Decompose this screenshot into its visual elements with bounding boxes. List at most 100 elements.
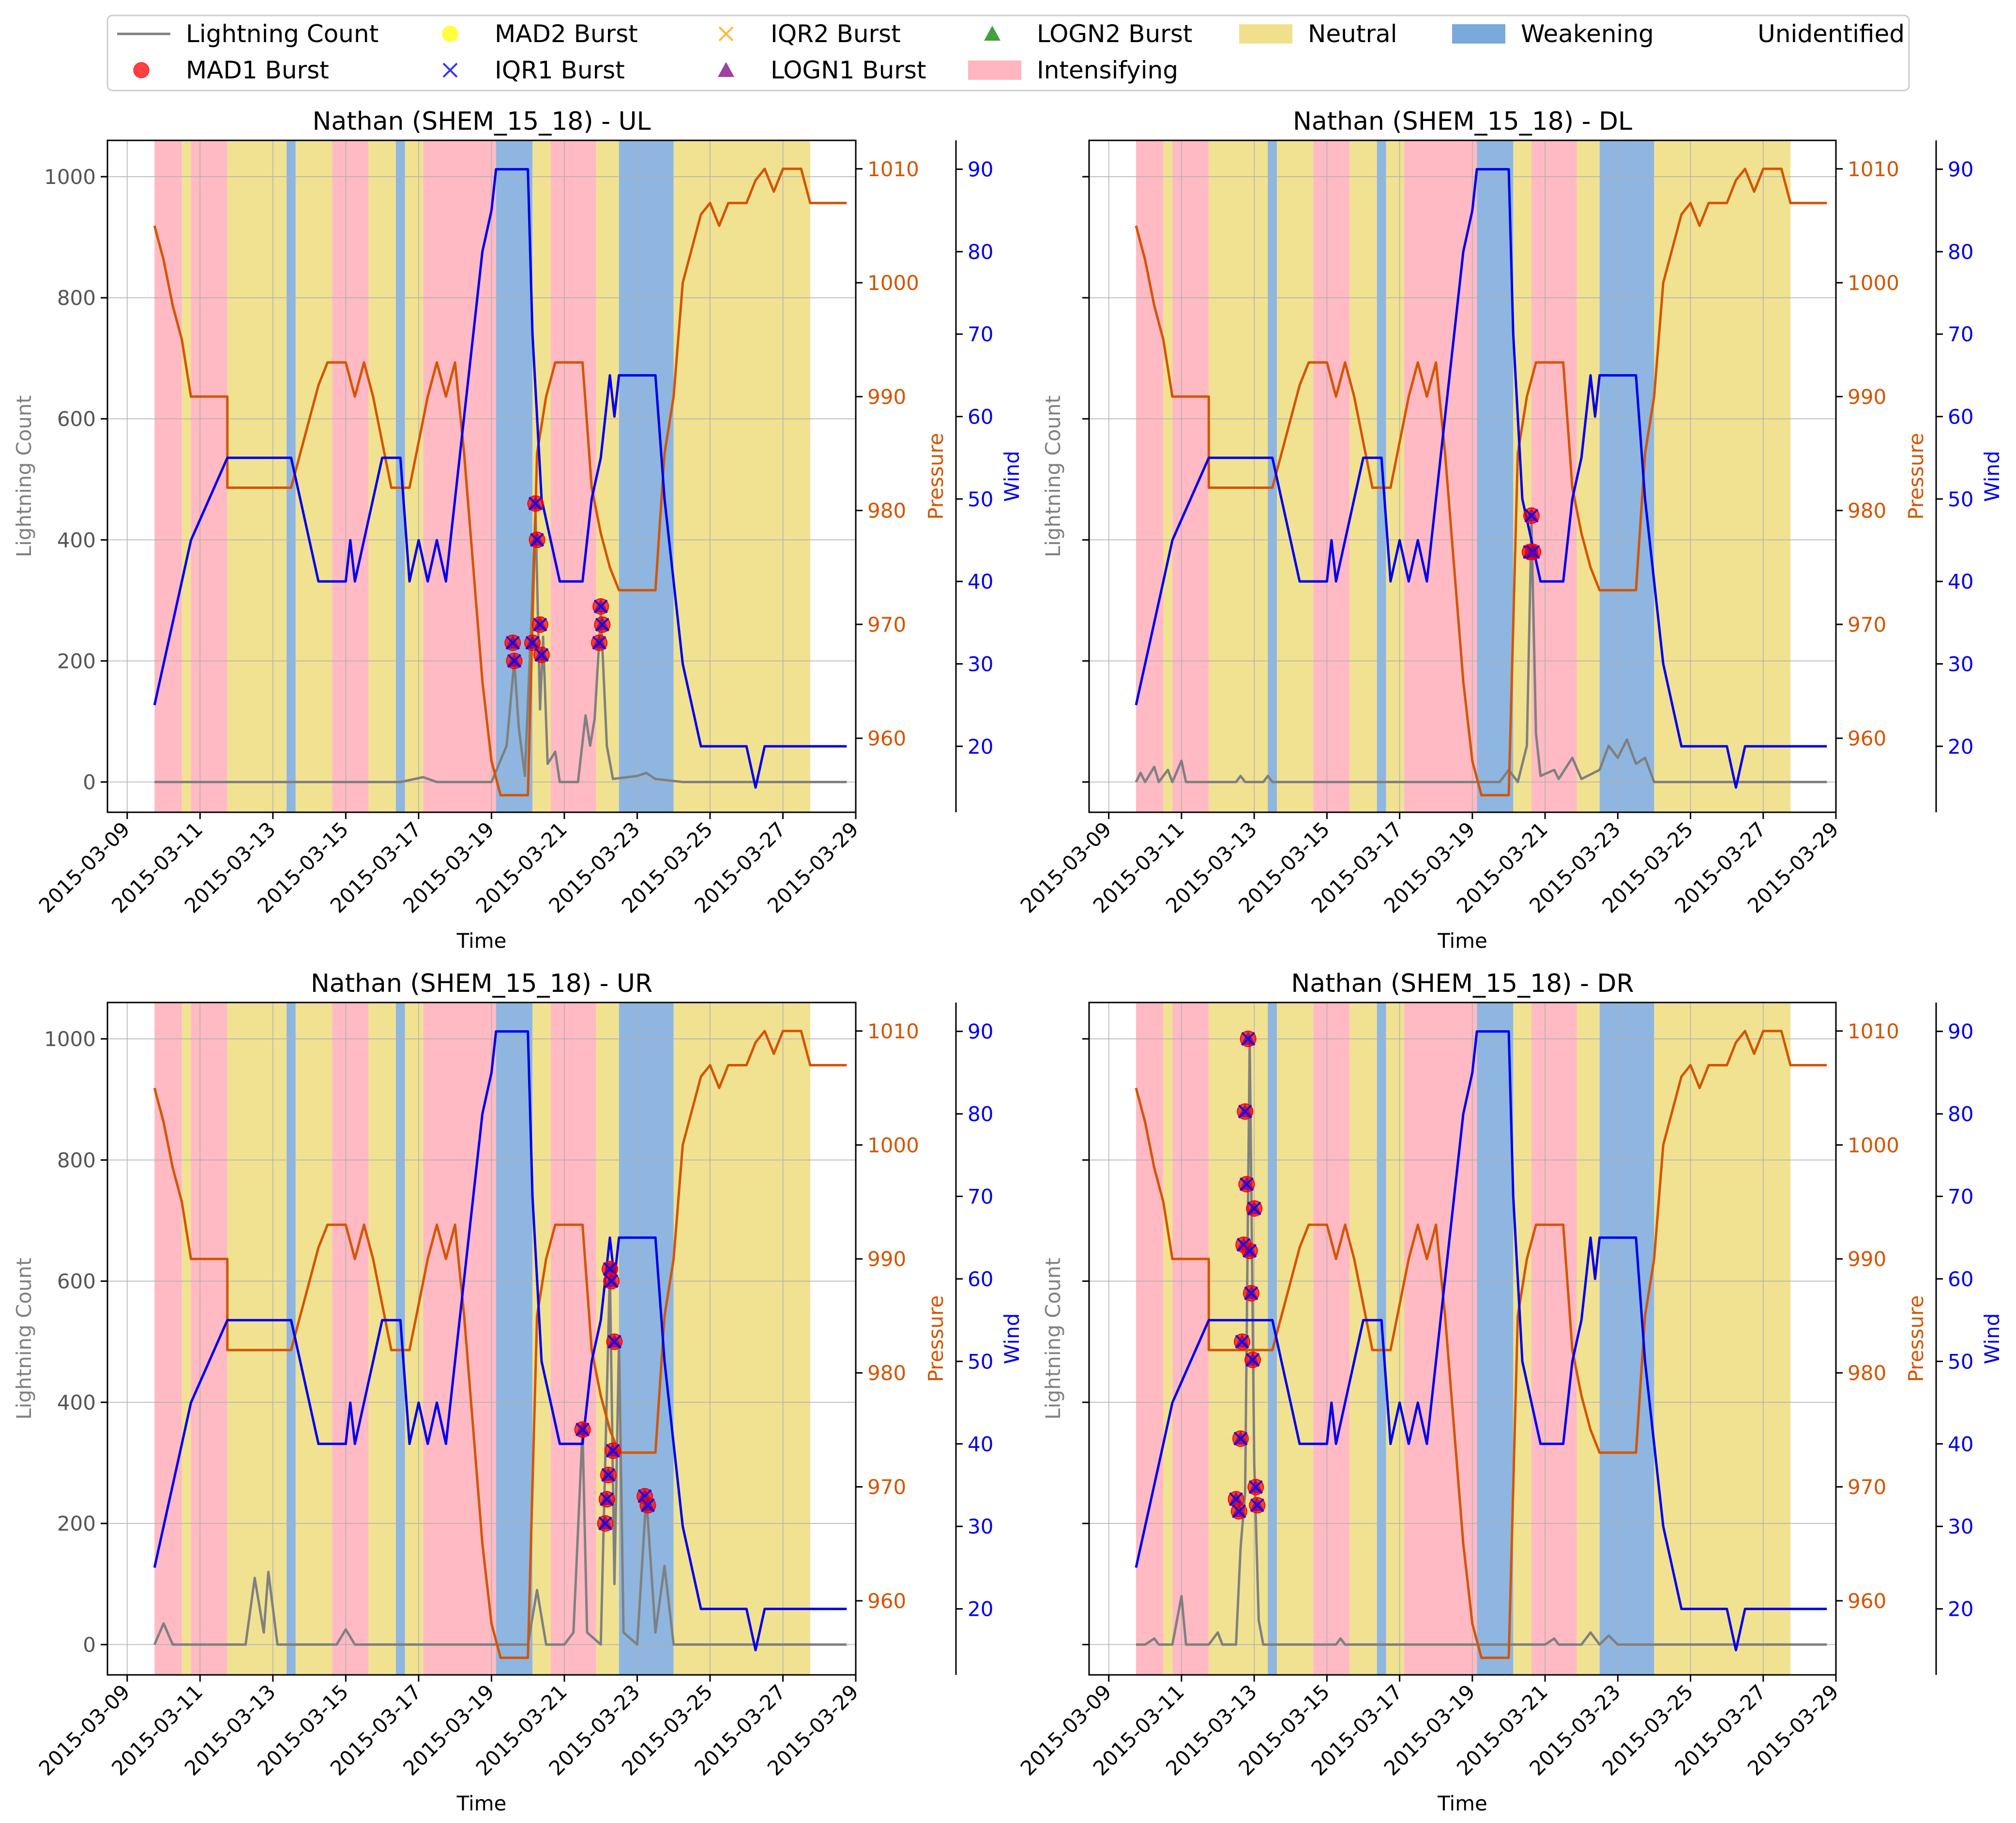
- phase-span-intensifying: [1531, 1003, 1577, 1675]
- panel-title: Nathan (SHEM_15_18) - UL: [312, 107, 651, 136]
- wind-axis-label: Wind: [1000, 1313, 1024, 1365]
- phase-span-neutral: [368, 140, 396, 812]
- lightning-axis-label: Lightning Count: [12, 395, 36, 557]
- panel: Nathan (SHEM_15_18) - UR 0 200 400 600 800 100…: [12, 969, 1024, 1815]
- lightning-tick-label: 200: [57, 649, 96, 673]
- wind-tick-label: 20: [968, 735, 993, 759]
- pressure-tick-label: 1010: [867, 157, 919, 181]
- wind-line: [1135, 1030, 1827, 1652]
- iqr1-burst-marker: [1233, 1431, 1248, 1446]
- phase-span-neutral: [673, 1003, 810, 1675]
- burst-markers: [574, 1261, 656, 1532]
- legend: Lightning Count MAD1 Burst MAD2 Burst IQR1 …: [106, 15, 1910, 91]
- wind-tick-label: 70: [968, 322, 993, 346]
- pressure-tick-label: 990: [1848, 1247, 1886, 1271]
- lightning-tick-label: 0: [83, 1633, 96, 1656]
- phase-span-neutral: [1163, 1003, 1173, 1675]
- wind-tick-label: 70: [968, 1185, 993, 1209]
- x-axis-label: Time: [1437, 929, 1487, 953]
- pressure-tick-label: 970: [1848, 613, 1886, 637]
- phase-span-weakening: [496, 1003, 533, 1675]
- legend-label: MAD2 Burst: [495, 20, 638, 48]
- pressure-axis-label: Pressure: [924, 433, 948, 519]
- phase-span-neutral: [673, 140, 810, 812]
- pressure-tick-label: 990: [1848, 385, 1886, 409]
- phase-span-neutral: [227, 1003, 287, 1675]
- lightning-tick-label: 600: [57, 407, 96, 431]
- legend-label: Lightning Count: [186, 20, 379, 48]
- phase-spans: [154, 140, 810, 812]
- phase-spans: [1136, 1003, 1791, 1675]
- pressure-tick-label: 1010: [867, 1019, 919, 1043]
- legend-label: LOGN2 Burst: [1037, 20, 1192, 48]
- pressure-axis-label: Pressure: [1904, 1295, 1928, 1382]
- phase-span-neutral: [596, 140, 619, 812]
- legend-label: Neutral: [1308, 20, 1397, 48]
- wind-tick-label: 90: [968, 158, 993, 182]
- wind-tick-label: 60: [968, 405, 993, 429]
- wind-tick-label: 30: [968, 1515, 993, 1538]
- panel: Nathan (SHEM_15_18) - DR Lightning Count 9…: [1016, 969, 2004, 1815]
- wind-tick-label: 80: [1948, 240, 1973, 264]
- phase-span-weakening: [287, 1003, 296, 1675]
- pressure-axis-label: Pressure: [1904, 433, 1928, 519]
- phase-span-weakening: [1377, 1003, 1386, 1675]
- phase-span-neutral: [1209, 140, 1268, 812]
- wind-tick-label: 20: [1948, 735, 1973, 759]
- phase-spans: [1136, 140, 1791, 812]
- pressure-tick-label: 1000: [867, 1133, 919, 1157]
- iqr1-burst-marker: [603, 1262, 617, 1276]
- lightning-count-line: [1135, 520, 1827, 783]
- wind-tick-label: 40: [968, 570, 993, 593]
- pressure-line: [1135, 1030, 1827, 1659]
- phase-span-neutral: [368, 1003, 396, 1675]
- pressure-tick-label: 960: [1848, 727, 1886, 750]
- lightning-count-line: [154, 508, 847, 783]
- lightning-count-line: [153, 1268, 847, 1646]
- legend-entry: Unidentified: [1758, 20, 1905, 48]
- phase-span-neutral: [1654, 1003, 1791, 1675]
- burst-markers: [1228, 1031, 1266, 1520]
- legend-patch-swatch: [968, 61, 1021, 80]
- burst-markers: [504, 495, 611, 669]
- pressure-tick-label: 970: [867, 1475, 906, 1499]
- panel: Nathan (SHEM_15_18) - UL 0 200 400 600 800 100…: [12, 107, 1024, 953]
- legend-entry: LOGN2 Burst: [984, 20, 1192, 48]
- wind-tick-label: 40: [1948, 570, 1973, 593]
- phase-span-neutral: [295, 140, 333, 812]
- iqr1-burst-marker: [1248, 1480, 1263, 1494]
- phase-span-neutral: [1654, 140, 1791, 812]
- iqr1-burst-marker: [1232, 1504, 1246, 1519]
- legend-entry: IQR1 Burst: [442, 56, 625, 84]
- legend-triangle-swatch: [984, 26, 1000, 41]
- iqr1-burst-marker: [533, 617, 547, 632]
- lightning-tick-label: 0: [83, 770, 96, 794]
- wind-tick-label: 80: [968, 1102, 993, 1126]
- series: [153, 1030, 847, 1659]
- iqr1-burst-marker: [601, 1468, 616, 1482]
- pressure-tick-label: 980: [1848, 1361, 1886, 1385]
- legend-entry: IQR2 Burst: [718, 20, 901, 48]
- lightning-tick-label: 400: [57, 1391, 96, 1414]
- pressure-tick-label: 1010: [1848, 1019, 1899, 1043]
- grid: [107, 140, 856, 812]
- pressure-tick-label: 960: [867, 1589, 906, 1613]
- phase-span-weakening: [496, 140, 533, 812]
- lightning-axis-label: Lightning Count: [12, 1258, 36, 1419]
- phase-span-neutral: [532, 140, 551, 812]
- x-axis-label: Time: [456, 929, 507, 953]
- phase-span-neutral: [295, 1003, 333, 1675]
- phase-span-weakening: [1599, 140, 1654, 812]
- phase-span-neutral: [1277, 1003, 1314, 1675]
- phase-span-weakening: [1268, 140, 1277, 812]
- legend-entry: MAD1 Burst: [133, 56, 329, 84]
- phase-span-intensifying: [1313, 1003, 1350, 1675]
- wind-tick-label: 50: [1948, 487, 1973, 511]
- legend-entry: Neutral: [1239, 20, 1397, 48]
- pressure-line: [153, 1030, 847, 1659]
- legend-entry: Intensifying: [968, 56, 1178, 84]
- iqr1-burst-marker: [1247, 1201, 1261, 1215]
- phase-span-neutral: [182, 140, 191, 812]
- wind-axis-label: Wind: [1980, 1313, 2004, 1365]
- iqr1-burst-marker: [604, 1274, 619, 1289]
